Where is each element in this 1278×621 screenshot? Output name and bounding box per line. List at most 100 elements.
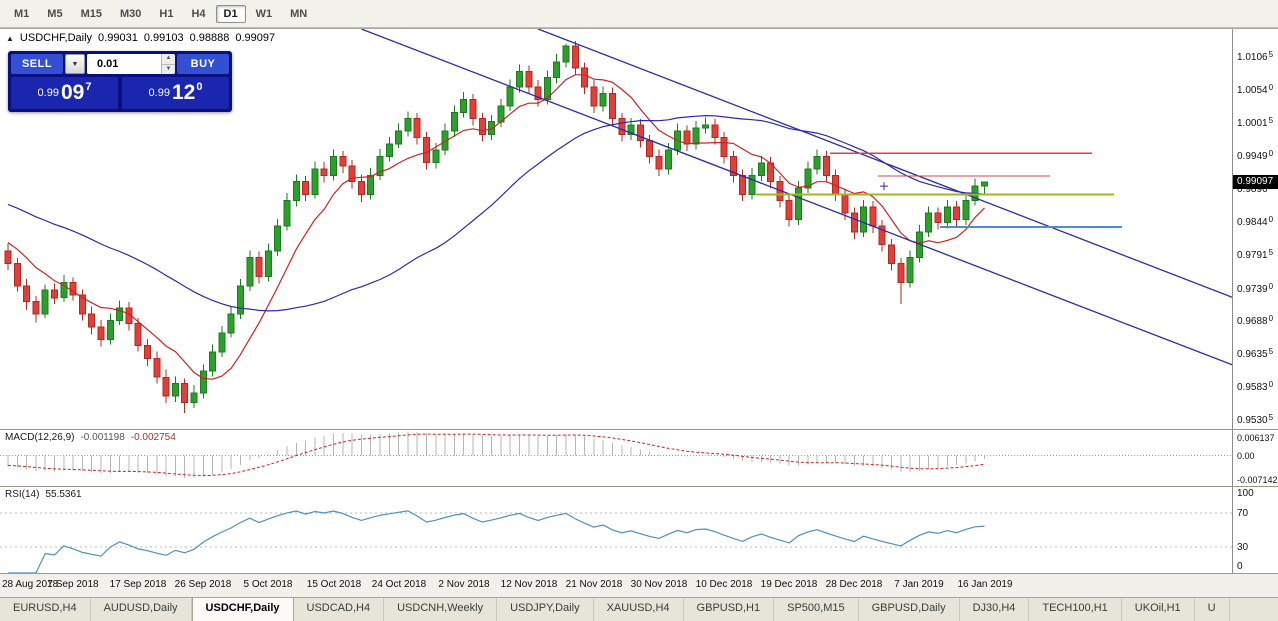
buy-price[interactable]: 0.99 12 0	[122, 77, 229, 109]
date-label: 17 Sep 2018	[109, 579, 167, 590]
rsi-axis-label: 30	[1237, 542, 1249, 553]
date-label: 26 Sep 2018	[174, 579, 232, 590]
chart-tab-eurusd-h4[interactable]: EURUSD,H4	[0, 598, 91, 621]
buy-price-prefix: 0.99	[148, 87, 170, 99]
rsi-label: RSI(14) 55.5361	[5, 489, 82, 500]
price-axis-label: 0.97915	[1237, 248, 1274, 261]
chart-tab-xauusd-h4[interactable]: XAUUSD,H4	[594, 598, 684, 621]
chart-tab-gbpusd-daily[interactable]: GBPUSD,Daily	[859, 598, 960, 621]
price-axis[interactable]: 0.99097 1.01065 1.00540 1.00015 0.99490 0.98…	[1232, 29, 1278, 429]
chart-tab-tech100-h1[interactable]: TECH100,H1	[1029, 598, 1122, 621]
time-axis[interactable]: 28 Aug 2018 7 Sep 2018 17 Sep 2018 26 Sep 2…	[0, 574, 1278, 597]
lot-increase-button[interactable]: ▲	[162, 54, 175, 65]
chart-tab-gbpusd-h1[interactable]: GBPUSD,H1	[684, 598, 775, 621]
timeframe-button-m15[interactable]: M15	[80, 7, 102, 20]
buy-price-pip: 0	[196, 81, 203, 93]
lot-decrease-button[interactable]: ▼	[162, 64, 175, 74]
macd-axis-label: 0.00	[1237, 451, 1255, 461]
timeframe-button-w1[interactable]: W1	[255, 7, 273, 20]
chart-window: ▲ USDCHF,Daily 0.99031 0.99103 0.98888 0…	[0, 28, 1278, 597]
sell-price-big: 09	[60, 81, 85, 104]
rsi-value: 55.5361	[45, 489, 82, 500]
chart-tab-dj30-h4[interactable]: DJ30,H4	[960, 598, 1030, 621]
buy-price-big: 12	[171, 81, 196, 104]
chart-tab-u[interactable]: U	[1195, 598, 1230, 621]
macd-axis[interactable]: 0.006137 0.00 -0.007142	[1232, 430, 1278, 486]
timeframe-button-h4[interactable]: H4	[191, 7, 206, 20]
macd-axis-label: 0.006137	[1237, 433, 1275, 443]
macd-canvas[interactable]	[0, 430, 1232, 486]
chart-tab-audusd-daily[interactable]: AUDUSD,Daily	[91, 598, 192, 621]
ohlc-low: 0.98888	[189, 32, 230, 44]
rsi-axis-label: 100	[1237, 488, 1254, 499]
timeframe-button-m5[interactable]: M5	[47, 7, 63, 20]
one-click-trading-panel: SELL ▼ ▲ ▼ BUY 0.99	[8, 51, 232, 112]
macd-label: MACD(12,26,9) -0.001198 -0.002754	[5, 432, 176, 443]
date-label: 19 Dec 2018	[760, 579, 818, 590]
price-axis-label: 0.99490	[1237, 149, 1274, 162]
pane-splitter[interactable]	[0, 429, 1278, 430]
lot-spinner: ▲ ▼	[161, 54, 175, 74]
price-axis-label: 0.98440	[1237, 215, 1274, 228]
sell-button[interactable]: SELL	[11, 54, 63, 74]
chart-tab-usdchf-daily[interactable]: USDCHF,Daily	[191, 598, 294, 621]
date-label: 21 Nov 2018	[565, 579, 623, 590]
chart-tab-usdcnh-weekly[interactable]: USDCNH,Weekly	[384, 598, 498, 621]
macd-pane[interactable]: MACD(12,26,9) -0.001198 -0.002754 0.0061…	[0, 430, 1278, 486]
chart-tab-ukoil-h1[interactable]: UKOil,H1	[1122, 598, 1195, 621]
timeframe-button-mn[interactable]: MN	[290, 7, 308, 20]
lot-size-input[interactable]	[87, 54, 161, 74]
price-axis-label: 1.01065	[1237, 50, 1274, 63]
date-label: 10 Dec 2018	[695, 579, 753, 590]
ohlc-high: 0.99103	[143, 32, 184, 44]
chevron-down-icon: ▼	[71, 60, 79, 68]
timeframe-button-h1[interactable]: H1	[159, 7, 174, 20]
lot-preset-dropdown[interactable]: ▼	[65, 54, 85, 74]
sell-price-prefix: 0.99	[37, 87, 59, 99]
date-label: 5 Oct 2018	[243, 579, 293, 590]
sell-price[interactable]: 0.99 09 7	[11, 77, 118, 109]
price-axis-label: 0.96880	[1237, 314, 1274, 327]
date-label: 24 Oct 2018	[371, 579, 427, 590]
lot-size-field: ▲ ▼	[87, 54, 175, 74]
chart-symbol-label: USDCHF,Daily	[19, 32, 93, 44]
rsi-canvas[interactable]	[0, 487, 1232, 573]
macd-axis-label: -0.007142	[1237, 475, 1278, 485]
timeframe-button-d1[interactable]: D1	[215, 4, 246, 23]
date-label: 28 Dec 2018	[825, 579, 883, 590]
chart-tab-usdjpy-daily[interactable]: USDJPY,Daily	[497, 598, 594, 621]
price-axis-label: 1.00015	[1237, 116, 1274, 129]
sell-price-pip: 7	[85, 81, 92, 93]
timeframe-toolbar: M1 M5 M15 M30 H1 H4 D1 W1 MN	[0, 0, 1278, 28]
timeframe-button-m1[interactable]: M1	[14, 7, 30, 20]
date-label: 16 Jan 2019	[957, 579, 1013, 590]
pane-splitter[interactable]	[0, 573, 1278, 574]
date-label: 2 Nov 2018	[438, 579, 490, 590]
date-label: 7 Jan 2019	[894, 579, 944, 590]
current-price-badge: 0.99097	[1233, 175, 1278, 189]
one-click-collapse-icon[interactable]: ▲	[6, 33, 14, 43]
pane-splitter[interactable]	[0, 486, 1278, 487]
ohlc-open: 0.99031	[98, 32, 138, 44]
price-chart-canvas[interactable]	[0, 29, 1232, 429]
date-label: 28 Aug 2018	[2, 579, 59, 590]
ohlc-close: 0.99097	[235, 32, 276, 44]
rsi-name: RSI(14)	[5, 489, 40, 500]
rsi-axis-label: 0	[1237, 561, 1243, 572]
price-chart-pane[interactable]: ▲ USDCHF,Daily 0.99031 0.99103 0.98888 0…	[0, 29, 1278, 429]
chart-tab-usdcad-h4[interactable]: USDCAD,H4	[294, 598, 385, 621]
chart-tab-sp500-m15[interactable]: SP500,M15	[774, 598, 859, 621]
date-label: 30 Nov 2018	[630, 579, 688, 590]
macd-name: MACD(12,26,9)	[5, 432, 75, 443]
timeframe-button-m30[interactable]: M30	[119, 7, 142, 20]
price-axis-label: 1.00540	[1237, 83, 1274, 96]
price-axis-label: 0.96355	[1237, 347, 1274, 360]
buy-button[interactable]: BUY	[177, 54, 229, 74]
price-axis-label: 0.95830	[1237, 380, 1274, 393]
rsi-pane[interactable]: RSI(14) 55.5361 100 70 30 0	[0, 487, 1278, 573]
price-axis-label: 0.97390	[1237, 282, 1274, 295]
date-label: 7 Sep 2018	[47, 579, 99, 590]
rsi-axis[interactable]: 100 70 30 0	[1232, 487, 1278, 573]
chart-tabs-bar: EURUSD,H4 AUDUSD,Daily USDCHF,Daily USDCAD,…	[0, 597, 1278, 621]
